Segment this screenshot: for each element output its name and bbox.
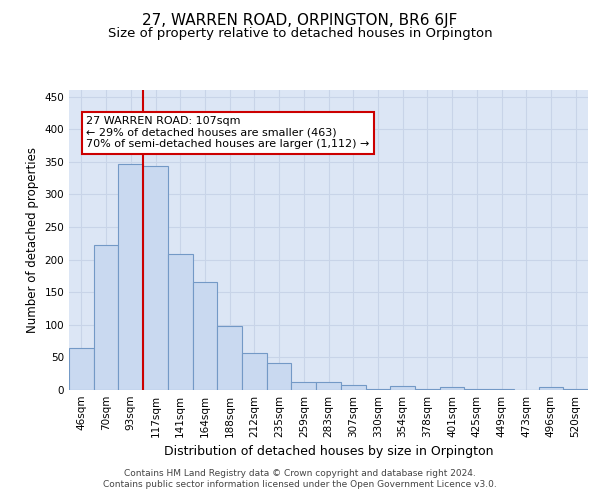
Text: Contains HM Land Registry data © Crown copyright and database right 2024.: Contains HM Land Registry data © Crown c… — [124, 468, 476, 477]
Bar — [489, 388, 514, 390]
Bar — [539, 388, 563, 390]
Text: Contains public sector information licensed under the Open Government Licence v3: Contains public sector information licen… — [103, 480, 497, 489]
X-axis label: Distribution of detached houses by size in Orpington: Distribution of detached houses by size … — [164, 446, 493, 458]
Bar — [94, 245, 118, 390]
Bar — [390, 386, 415, 390]
Bar — [365, 388, 390, 390]
Y-axis label: Number of detached properties: Number of detached properties — [26, 147, 39, 333]
Bar — [341, 386, 365, 390]
Bar — [69, 348, 94, 390]
Text: 27, WARREN ROAD, ORPINGTON, BR6 6JF: 27, WARREN ROAD, ORPINGTON, BR6 6JF — [142, 12, 458, 28]
Bar — [563, 388, 588, 390]
Bar — [217, 326, 242, 390]
Bar — [415, 388, 440, 390]
Bar — [118, 164, 143, 390]
Bar — [464, 388, 489, 390]
Bar — [267, 362, 292, 390]
Bar — [316, 382, 341, 390]
Text: Size of property relative to detached houses in Orpington: Size of property relative to detached ho… — [107, 28, 493, 40]
Bar — [292, 382, 316, 390]
Bar — [143, 166, 168, 390]
Text: 27 WARREN ROAD: 107sqm
← 29% of detached houses are smaller (463)
70% of semi-de: 27 WARREN ROAD: 107sqm ← 29% of detached… — [86, 116, 370, 150]
Bar — [440, 388, 464, 390]
Bar — [168, 254, 193, 390]
Bar — [242, 354, 267, 390]
Bar — [193, 282, 217, 390]
